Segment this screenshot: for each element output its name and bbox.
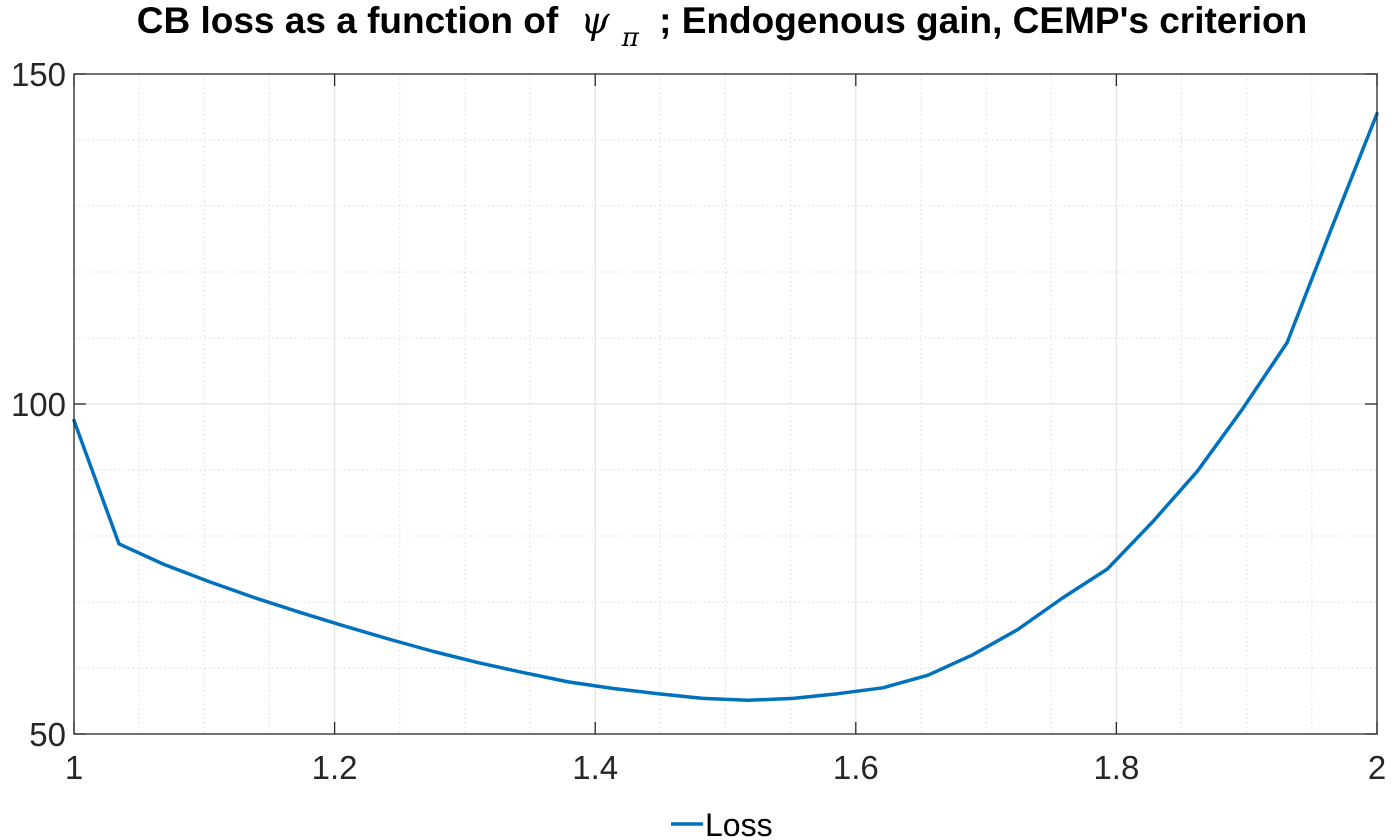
x-tick-label: 1.2 [312, 749, 358, 786]
chart-title-prefix: CB loss as a function of [137, 0, 559, 41]
x-tick-label: 1.8 [1093, 749, 1139, 786]
x-tick-label: 2 [1368, 749, 1386, 786]
chart-title-symbol: ψ [580, 0, 610, 42]
y-tick-label: 100 [11, 386, 66, 423]
y-tick-label: 150 [11, 56, 66, 93]
legend-label-loss: Loss [705, 807, 773, 840]
chart-title-subscript: π [621, 23, 640, 53]
x-tick-label: 1 [65, 749, 83, 786]
chart-title-suffix: ; Endogenous gain, CEMP's criterion [659, 0, 1307, 41]
x-tick-label: 1.6 [833, 749, 879, 786]
x-tick-label: 1.4 [572, 749, 618, 786]
y-tick-label: 50 [29, 716, 66, 753]
plot-area: 1 1.2 1.4 1.6 1.8 2 50 100 150 [11, 56, 1386, 786]
